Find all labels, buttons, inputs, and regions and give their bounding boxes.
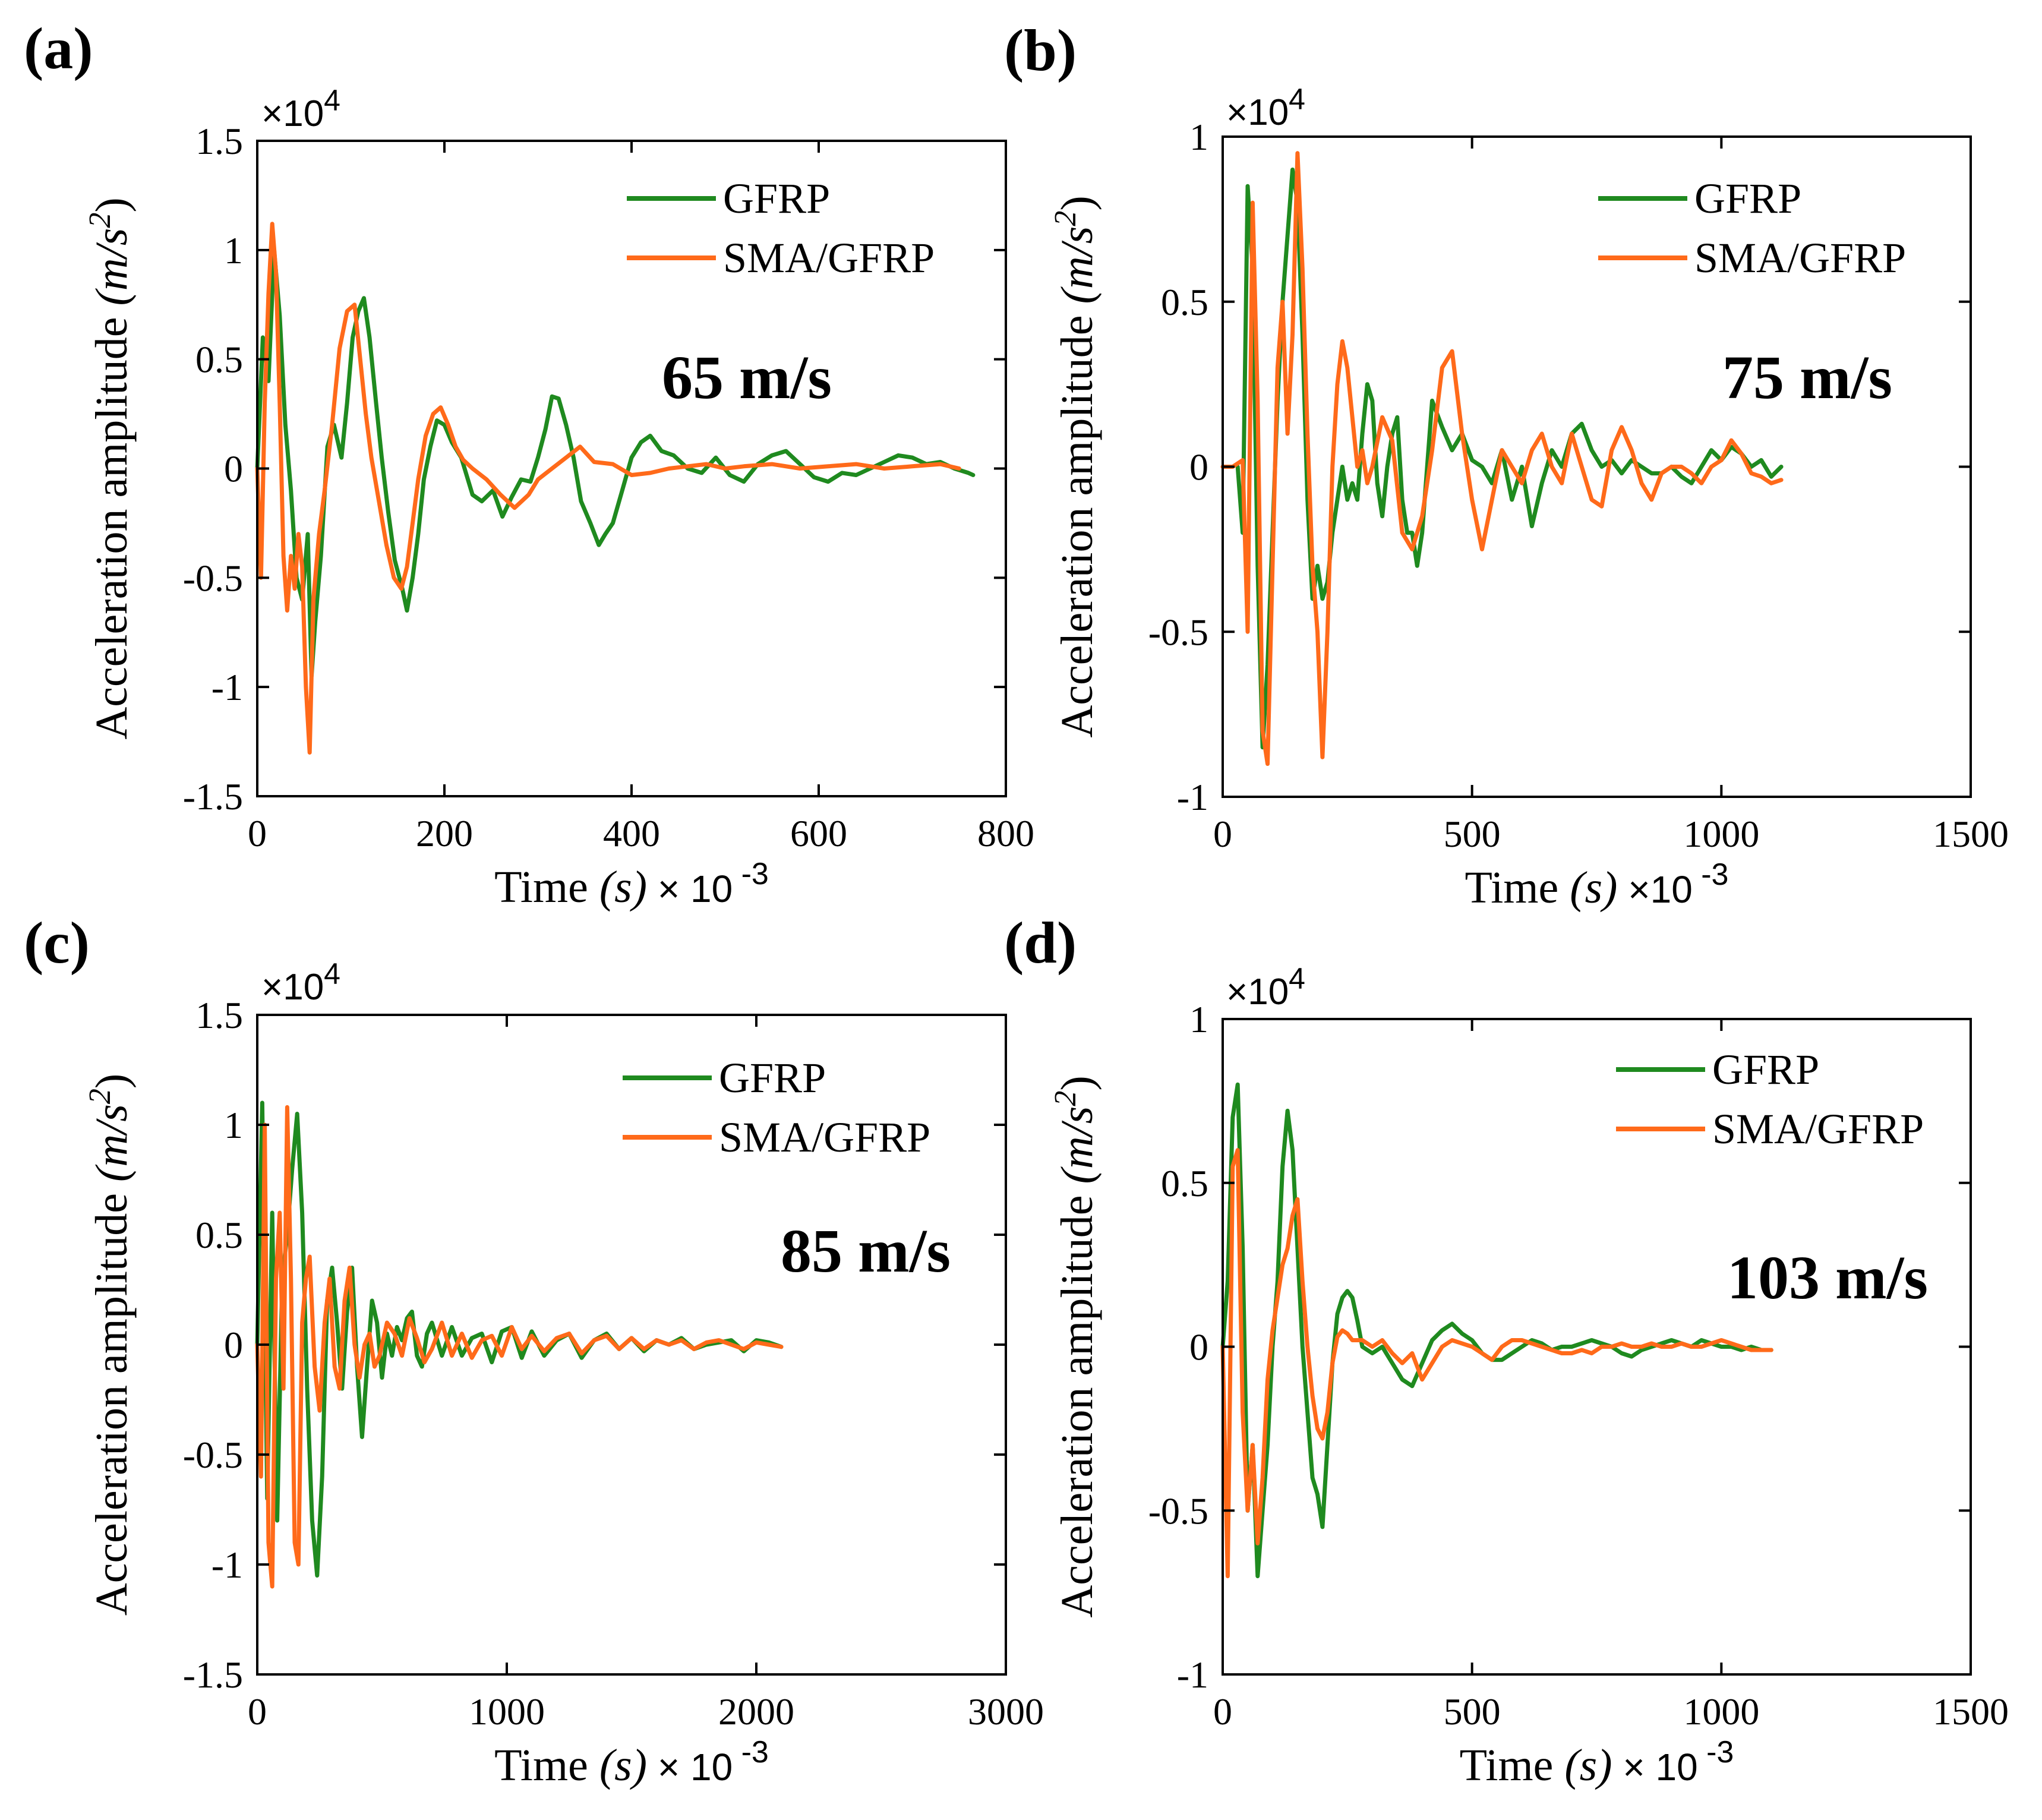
x-tick-label: 200 <box>416 812 473 854</box>
axis-multiplier-exponent: 4 <box>324 957 340 991</box>
legend-label: GFRP <box>723 175 830 222</box>
y-axis-label: Acceleration amplitude (m/s2) <box>83 1074 137 1616</box>
speed-annotation: 65 m/s <box>662 343 832 412</box>
y-tick-label: 1 <box>1189 116 1208 158</box>
x-tick-label: 0 <box>1213 813 1232 855</box>
series-line-sma-gfrp <box>1220 151 1784 766</box>
y-tick-label: -0.5 <box>183 557 243 599</box>
y-tick-label: 0.5 <box>1161 1162 1208 1204</box>
series-line-gfrp <box>255 248 976 679</box>
panel-label: (b) <box>1004 17 1077 83</box>
x-tick-label: 1000 <box>1683 813 1759 855</box>
series-line-sma-gfrp <box>255 1105 784 1589</box>
x-tick-label: 600 <box>790 812 847 854</box>
x-tick-label: 500 <box>1444 813 1501 855</box>
y-tick-label: 0 <box>1189 446 1208 488</box>
y-tick-label: 0 <box>224 1324 243 1366</box>
x-tick-label: 1000 <box>1683 1690 1759 1733</box>
legend: GFRP SMA/GFRP <box>627 175 935 282</box>
y-tick-label: 0 <box>224 448 243 490</box>
axis-multiplier-exponent: 4 <box>1289 83 1305 116</box>
speed-annotation: 75 m/s <box>1722 343 1892 412</box>
chart-panel-c: (c) ×104 0 1000 2000 3000 -1.5 -1 -0.5 0 0.5 1 1.5 Ti… <box>24 910 1044 1790</box>
legend-label: SMA/GFRP <box>719 1114 930 1161</box>
axis-multiplier: ×104 <box>261 84 340 134</box>
y-tick-label: -0.5 <box>1148 611 1208 653</box>
axis-multiplier-exponent: 4 <box>1289 962 1305 995</box>
speed-annotation: 103 m/s <box>1727 1244 1928 1312</box>
series-line-sma-gfrp <box>255 222 961 755</box>
x-axis-label: Time (s) × 10 -3 <box>1460 1735 1734 1790</box>
legend: GFRP SMA/GFRP <box>623 1054 930 1161</box>
y-tick-label: -1 <box>1177 1654 1208 1696</box>
y-tick-label: 0.5 <box>1161 281 1208 323</box>
y-tick-label: -1.5 <box>183 1654 243 1696</box>
y-tick-label: 1 <box>224 229 243 272</box>
x-axis-label: Time (s) ×10 -3 <box>1465 857 1729 913</box>
y-tick-label: -1 <box>212 1544 243 1586</box>
y-axis-label: Acceleration amplitude (m/s2) <box>1049 195 1102 737</box>
x-tick-label: 3000 <box>968 1690 1044 1733</box>
y-axis-label: Acceleration amplitude (m/s2) <box>1049 1075 1102 1617</box>
x-tick-label: 500 <box>1444 1690 1501 1733</box>
y-tick-label: 1.5 <box>195 120 243 162</box>
axis-multiplier: ×104 <box>261 957 340 1008</box>
x-axis-label: Time (s) × 10 -3 <box>494 1735 769 1790</box>
panel-label: (a) <box>24 15 93 81</box>
x-tick-label: 400 <box>603 812 660 854</box>
legend: GFRP SMA/GFRP <box>1616 1046 1924 1153</box>
series-line-gfrp <box>1235 168 1784 750</box>
x-tick-label: 1000 <box>469 1690 545 1733</box>
axis-multiplier: ×104 <box>1226 83 1305 133</box>
x-tick-label: 2000 <box>718 1690 794 1733</box>
legend-label: SMA/GFRP <box>1712 1105 1924 1153</box>
y-tick-label: 0.5 <box>195 1214 243 1256</box>
chart-panel-b: (b) ×104 0 500 1000 1500 -1 -0.5 0 0.5 1 Time (s) ×… <box>1004 17 2009 913</box>
chart-panel-a: (a) ×104 0 200 400 600 800 -1.5 -1 -0.5 0 0.5 1 1.5 Ti… <box>24 15 1034 912</box>
y-tick-label: -0.5 <box>1148 1490 1208 1532</box>
y-tick-label: 1 <box>224 1104 243 1146</box>
legend-label: SMA/GFRP <box>1694 234 1906 282</box>
y-tick-label: 0.5 <box>195 339 243 381</box>
x-tick-label: 0 <box>1213 1690 1232 1733</box>
y-tick-label: -1.5 <box>183 775 243 818</box>
y-tick-label: 1 <box>1189 998 1208 1040</box>
y-tick-label: 0 <box>1189 1326 1208 1368</box>
axis-multiplier-exponent: 4 <box>324 84 340 117</box>
chart-panel-d: (d) ×104 0 500 1000 1500 -1 -0.5 0 0.5 1 Time (s) ×… <box>1004 910 2009 1790</box>
y-tick-label: -0.5 <box>183 1434 243 1476</box>
y-tick-label: -1 <box>212 666 243 708</box>
legend-label: SMA/GFRP <box>723 234 935 282</box>
x-tick-label: 1500 <box>1933 813 2009 855</box>
legend-label: GFRP <box>719 1054 826 1102</box>
legend-label: GFRP <box>1694 175 1801 222</box>
panel-label: (d) <box>1004 910 1077 976</box>
x-tick-label: 0 <box>248 1690 267 1733</box>
speed-annotation: 85 m/s <box>781 1217 951 1285</box>
x-tick-label: 800 <box>977 812 1034 854</box>
x-tick-label: 1500 <box>1933 1690 2009 1733</box>
legend-label: GFRP <box>1712 1046 1819 1093</box>
axis-multiplier: ×104 <box>1226 962 1305 1012</box>
y-tick-label: 1.5 <box>195 994 243 1036</box>
panel-label: (c) <box>24 910 90 976</box>
y-axis-label: Acceleration amplitude (m/s2) <box>83 197 137 739</box>
legend: GFRP SMA/GFRP <box>1598 175 1906 282</box>
y-tick-label: -1 <box>1177 776 1208 818</box>
x-tick-label: 0 <box>248 812 267 854</box>
series-line-sma-gfrp <box>1220 1148 1773 1579</box>
x-axis-label: Time (s) × 10 -3 <box>494 857 769 912</box>
